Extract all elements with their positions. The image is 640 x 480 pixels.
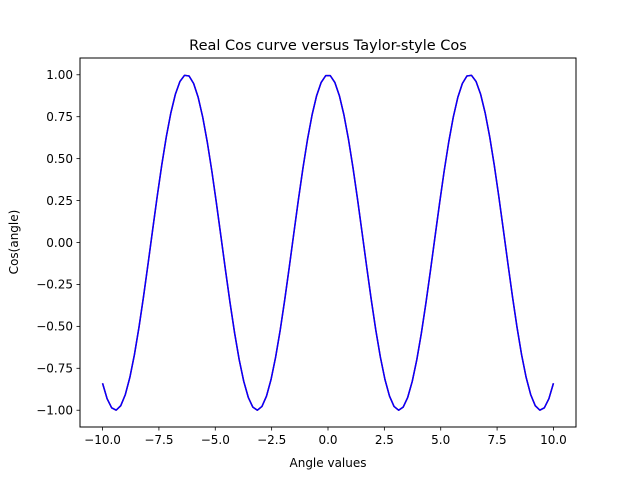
plot-area: −10.0 −7.5 −5.0 −2.5 0.0 2.5 5.0 7.5 10.0 −1.00 −0… [36,57,577,447]
y-axis-label: Cos(angle) [7,210,21,275]
y-tick-label: 1.00 [46,68,73,82]
y-tick-label: 0.25 [46,194,73,208]
y-tick-label: −1.00 [36,404,73,418]
x-tick-label: −2.5 [257,433,286,447]
x-tick-label: −5.0 [201,433,230,447]
x-tick-label: 10.0 [540,433,567,447]
series-line-2 [101,74,555,411]
x-axis-label: Angle values [290,456,367,470]
y-tick-label: 0.75 [46,110,73,124]
y-tick-label: 0.00 [46,236,73,250]
y-tick-label: −0.50 [36,320,73,334]
x-tick-label: 5.0 [431,433,450,447]
x-tick-label: −7.5 [144,433,173,447]
chart-title: Real Cos curve versus Taylor-style Cos [189,38,467,54]
y-tick-label: −0.25 [36,278,73,292]
x-tick-label: 2.5 [375,433,394,447]
x-tick-label: 0.0 [318,433,337,447]
x-tick-label: −10.0 [84,433,121,447]
y-tick-label: 0.50 [46,152,73,166]
y-tick-label: −0.75 [36,362,73,376]
x-tick-label: 7.5 [488,433,507,447]
